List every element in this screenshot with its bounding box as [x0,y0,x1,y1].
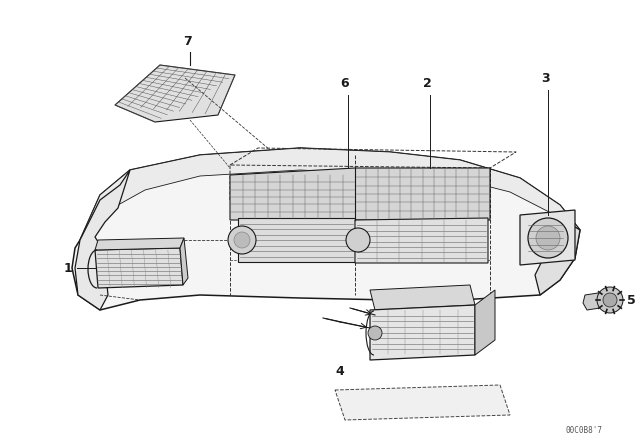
Text: 1: 1 [63,262,72,275]
Circle shape [346,228,370,252]
Polygon shape [583,293,602,310]
Text: 00C0B8'7: 00C0B8'7 [565,426,602,435]
Text: 5: 5 [627,293,636,306]
Polygon shape [520,210,575,265]
Text: 2: 2 [422,77,431,90]
Polygon shape [72,148,580,310]
Polygon shape [95,238,184,250]
Polygon shape [180,238,188,285]
Circle shape [234,232,250,248]
Polygon shape [475,290,495,355]
Polygon shape [355,218,488,263]
Circle shape [528,218,568,258]
Polygon shape [115,65,235,122]
Polygon shape [370,305,475,360]
Text: 6: 6 [340,77,349,90]
Polygon shape [238,218,355,262]
Polygon shape [395,300,475,345]
Circle shape [368,326,382,340]
Text: 7: 7 [182,35,191,48]
Circle shape [228,226,256,254]
Polygon shape [335,385,510,420]
Circle shape [536,226,560,250]
Text: 4: 4 [335,365,344,378]
Circle shape [597,287,623,313]
Polygon shape [80,148,580,240]
Polygon shape [370,285,475,310]
Circle shape [603,293,617,307]
Polygon shape [75,170,130,310]
Text: 3: 3 [541,72,549,85]
Polygon shape [535,215,580,295]
Polygon shape [230,168,490,220]
Polygon shape [95,248,183,288]
